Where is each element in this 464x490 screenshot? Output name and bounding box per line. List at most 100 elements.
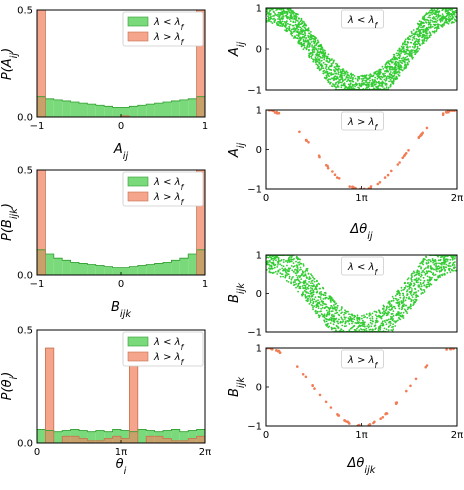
hist-bar-green: [163, 430, 172, 439]
scatter-point: [277, 257, 280, 259]
y-tick-label: 1: [256, 344, 262, 355]
scatter-point: [439, 20, 442, 23]
scatter-point: [383, 313, 385, 316]
scatter-point: [404, 38, 407, 41]
scatter-point: [317, 48, 320, 50]
scatter-point: [312, 308, 314, 311]
scatter-point: [445, 15, 448, 17]
scatter-point: [422, 16, 424, 19]
scatter-point: [312, 35, 315, 38]
scatter-point: [392, 314, 395, 317]
scatter-point: [343, 313, 345, 316]
scatter-point: [327, 68, 330, 70]
x-tick-label: −1: [30, 279, 45, 290]
scatter-point: [389, 59, 392, 62]
scatter-point: [328, 72, 331, 75]
scatter-point: [293, 258, 295, 260]
scatter-point: [279, 272, 282, 275]
scatter-point: [376, 182, 380, 186]
x-tick-label: 1: [202, 279, 208, 290]
scatter-point: [436, 19, 439, 22]
scatter-point: [350, 317, 352, 320]
scatter-point: [417, 136, 421, 140]
y-axis-label: Aij: [227, 42, 247, 58]
scatter-point: [379, 417, 383, 421]
scatter-point: [365, 79, 368, 82]
scatter-point: [297, 261, 299, 264]
scatter-point: [434, 273, 437, 276]
scatter-point: [303, 282, 305, 285]
scatter-point: [420, 266, 422, 269]
scatter-point: [416, 295, 419, 297]
scatter-point: [393, 77, 396, 80]
scatter-point: [425, 13, 428, 16]
y-tick-label: 0.5: [17, 326, 33, 337]
scatter-point: [326, 79, 329, 82]
scatter-point: [279, 25, 281, 27]
scatter-point: [441, 263, 443, 266]
legend-label: λ < λf: [347, 262, 379, 277]
scatter-point: [317, 307, 320, 309]
scatter-point: [299, 258, 301, 261]
scatter-point: [317, 41, 319, 44]
scatter-point: [318, 45, 320, 48]
scatter-point: [307, 34, 309, 37]
scatter-point: [336, 65, 339, 68]
scatter-point: [273, 271, 275, 274]
hist-bar-green: [62, 260, 71, 275]
scatter-point: [402, 294, 405, 297]
scatter-point: [368, 325, 370, 327]
scatter-point: [369, 317, 371, 320]
scatter-point: [411, 290, 413, 292]
scatter-point: [304, 285, 307, 287]
scatter-point: [325, 65, 328, 68]
scatter-point: [427, 281, 430, 284]
scatter-point: [329, 406, 333, 409]
scatter-point: [422, 270, 425, 272]
scatter-point: [298, 282, 301, 285]
scatter-point: [315, 44, 317, 47]
scatter-point: [395, 320, 397, 323]
scatter-point: [374, 76, 377, 79]
scatter-point: [328, 308, 331, 311]
scatter-point: [292, 28, 295, 30]
scatter-point: [429, 33, 432, 36]
scatter-point: [307, 141, 310, 144]
scatter-point: [316, 64, 319, 67]
scatter-point: [338, 76, 341, 78]
scatter-point: [388, 80, 390, 83]
scatter-point: [413, 291, 416, 294]
scatter-point: [289, 267, 292, 270]
scatter-point: [436, 10, 439, 13]
scatter-point: [403, 66, 406, 69]
scatter-point: [419, 262, 422, 265]
scatter-point: [387, 70, 389, 73]
scatter-point: [359, 324, 361, 327]
scatter-point: [331, 306, 334, 308]
scatter-point: [437, 24, 439, 26]
scatter-point: [277, 13, 279, 16]
scatter-point: [321, 300, 323, 302]
hist-bar-green: [95, 430, 105, 441]
scatter-point: [422, 35, 425, 38]
scatter-point: [416, 47, 419, 50]
scatter-point: [279, 260, 282, 262]
scatter-point: [328, 310, 331, 312]
scatter-point: [310, 291, 313, 294]
scatter-point: [269, 265, 271, 267]
scatter-point: [331, 77, 333, 80]
scatter-point: [413, 274, 416, 277]
scatter-point: [423, 24, 426, 27]
scatter-point: [393, 320, 395, 323]
scatter-point: [326, 73, 329, 76]
scatter-point: [447, 268, 450, 270]
scatter-point: [323, 307, 326, 310]
scatter-point: [396, 163, 400, 166]
scatter-point: [318, 53, 321, 56]
scatter-point: [267, 18, 270, 21]
scatter-point: [367, 83, 370, 86]
scatter-point: [397, 304, 400, 307]
scatter-point: [406, 285, 409, 288]
scatter-point: [443, 267, 445, 269]
scatter-point: [336, 75, 338, 78]
